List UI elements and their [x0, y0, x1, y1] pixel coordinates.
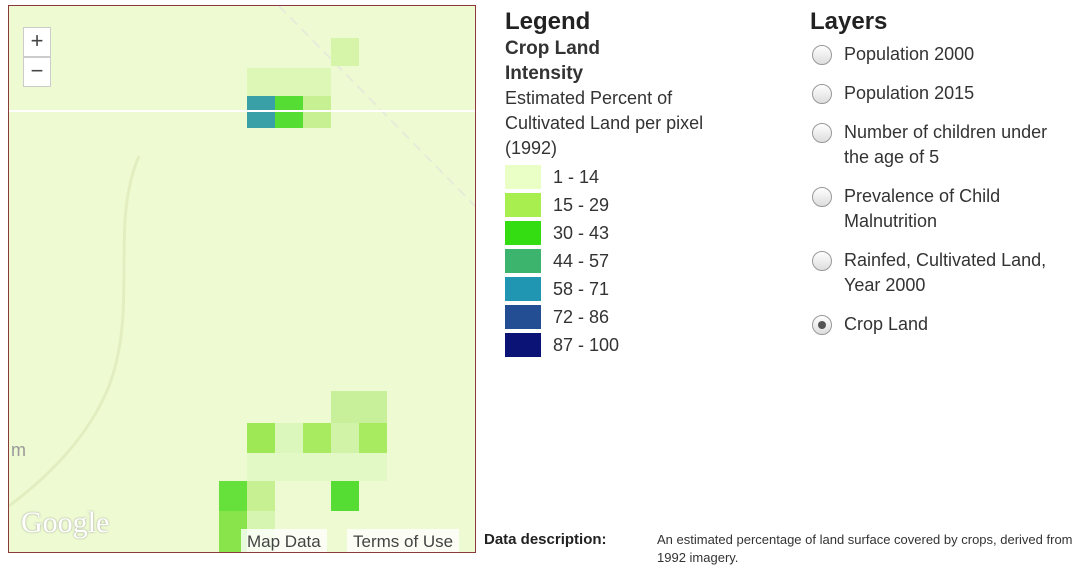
data-description-label: Data description: — [484, 531, 607, 548]
layer-label[interactable]: Population 2000 — [844, 44, 975, 64]
legend-swatch — [505, 277, 541, 301]
zoom-in[interactable]: + — [23, 27, 51, 57]
layer-option[interactable]: Prevalence of Child Malnutrition — [810, 184, 1075, 234]
terms-button[interactable]: Terms of Use — [347, 529, 460, 552]
legend-swatch — [505, 165, 541, 189]
map-data-button[interactable]: Map Data — [241, 529, 327, 552]
legend-label: 30 - 43 — [553, 222, 610, 243]
legend-label: 15 - 29 — [553, 194, 610, 215]
legend-swatch — [505, 333, 541, 357]
legend-item: 44 - 57 — [505, 247, 705, 275]
legend-swatch — [505, 193, 541, 217]
legend-item: 87 - 100 — [505, 331, 705, 359]
layer-option[interactable]: Rainfed, Cultivated Land, Year 2000 — [810, 248, 1075, 298]
legend-label: 72 - 86 — [553, 306, 610, 327]
radio-button[interactable] — [812, 45, 832, 65]
legend-subtitle: Crop Land Intensity — [505, 38, 600, 84]
layers-title: Layers — [810, 8, 888, 35]
legend-item: 72 - 86 — [505, 303, 705, 331]
radio-button[interactable] — [812, 84, 832, 104]
legend-item: 30 - 43 — [505, 219, 705, 247]
legend-swatch — [505, 305, 541, 329]
data-description-text: An estimated percentage of land surface … — [657, 532, 1073, 565]
layer-option[interactable]: Population 2000 — [810, 42, 1075, 67]
map-tiles — [9, 6, 475, 552]
layer-option[interactable]: Population 2015 — [810, 81, 1075, 106]
layers: Layers Population 2000 Population 2015 Num… — [810, 8, 1075, 351]
legend-title: Legend — [505, 8, 591, 35]
zoom-out[interactable]: − — [23, 57, 51, 87]
radio-button[interactable] — [812, 315, 832, 335]
map[interactable]: + − m Google Map Data Terms of Use — [8, 5, 476, 553]
legend-swatch — [505, 249, 541, 273]
layer-option[interactable]: Number of children under the age of 5 — [810, 120, 1075, 170]
legend-item: 15 - 29 — [505, 191, 705, 219]
map-label: m — [11, 440, 26, 460]
legend-item: 58 - 71 — [505, 275, 705, 303]
legend-description: Estimated Percent of Cultivated Land per… — [505, 88, 704, 158]
legend-item: 1 - 14 — [505, 163, 705, 191]
legend-label: 44 - 57 — [553, 250, 610, 271]
legend: Legend Crop Land Intensity Estimated Per… — [505, 8, 705, 359]
radio-button[interactable] — [812, 187, 832, 207]
legend-label: 1 - 14 — [553, 166, 600, 187]
layer-label[interactable]: Number of children under the age of 5 — [844, 122, 1048, 167]
google-logo: Google — [21, 506, 110, 539]
radio-button[interactable] — [812, 251, 832, 271]
layer-options: Population 2000 Population 2015 Number of … — [810, 42, 1075, 337]
legend-swatch — [505, 221, 541, 245]
legend-items: 1 - 14 15 - 29 30 - 43 44 - 57 58 - 71 72 - 8… — [505, 163, 705, 359]
legend-label: 58 - 71 — [553, 278, 610, 299]
legend-label: 87 - 100 — [553, 334, 620, 355]
layer-option[interactable]: Crop Land — [810, 312, 1075, 337]
radio-button[interactable] — [812, 123, 832, 143]
layer-label[interactable]: Population 2015 — [844, 83, 975, 103]
layer-label[interactable]: Rainfed, Cultivated Land, Year 2000 — [844, 250, 1047, 295]
layer-label[interactable]: Prevalence of Child Malnutrition — [844, 186, 1001, 231]
layer-label[interactable]: Crop Land — [844, 314, 929, 334]
